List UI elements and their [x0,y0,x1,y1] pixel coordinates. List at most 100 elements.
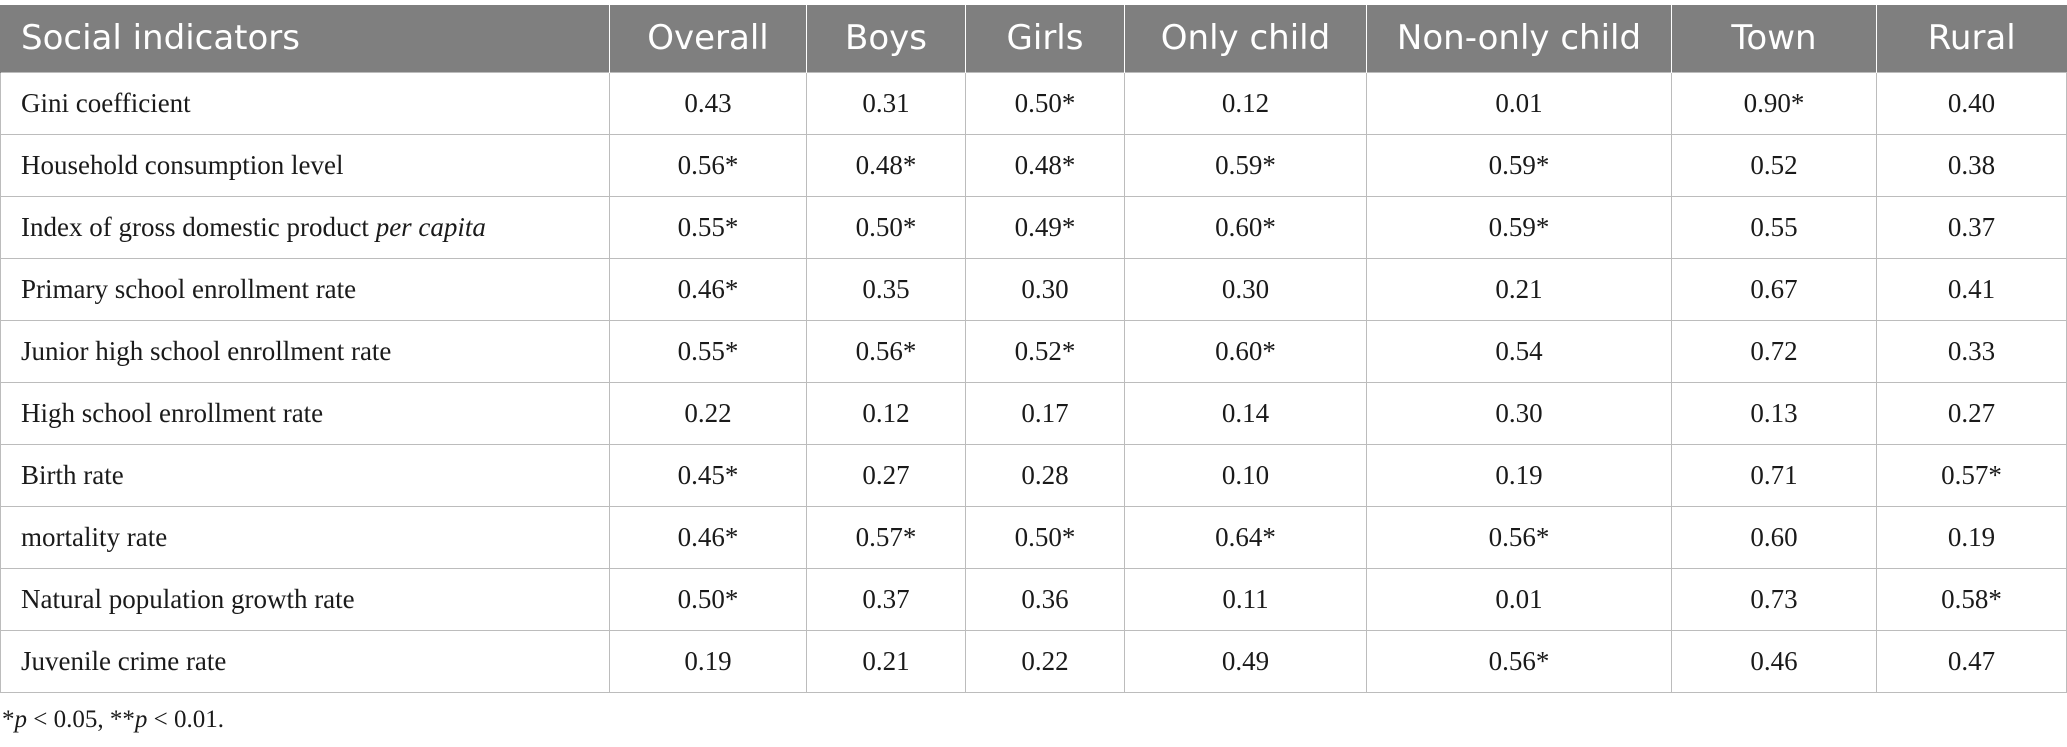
table-cell: 0.67 [1671,257,1877,321]
row-label-text: Gini coefficient [21,87,191,118]
row-label-text: Junior high school enrollment rate [21,335,392,366]
table-header: Social indicators Overall Boys Girls Onl… [0,5,2067,72]
header-overall: Overall [609,5,807,72]
footnote-p-2: p [134,706,148,733]
table-body: Gini coefficient 0.43 0.31 0.50* 0.12 0.01 0.9… [0,71,2067,693]
correlation-table-container: Social indicators Overall Boys Girls Onl… [0,5,2067,693]
table-cell: 0.49 [1124,629,1367,693]
table-row: Juvenile crime rate 0.19 0.21 0.22 0.49 0.56*… [0,629,2067,693]
row-label-text: Primary school enrollment rate [21,273,357,304]
row-label-text: Index of gross domestic product [21,211,376,242]
table-cell: 0.14 [1124,381,1367,445]
row-label-text: mortality rate [21,521,168,552]
header-social-indicators: Social indicators [0,5,610,72]
table-cell: 0.60 [1671,505,1877,569]
table-cell: 0.50* [806,195,966,259]
table-cell: 0.22 [965,629,1125,693]
table-footnote: *p < 0.05, **p < 0.01. [2,706,224,734]
footnote-star-2: ** [109,706,135,733]
row-label: Juvenile crime rate [0,629,610,693]
table-cell: 0.54 [1366,319,1672,383]
table-cell: 0.71 [1671,443,1877,507]
table-row: Index of gross domestic product per capi… [0,195,2067,259]
table-cell: 0.48* [965,133,1125,197]
table-cell: 0.50* [965,505,1125,569]
table-cell: 0.55* [609,195,807,259]
table-row: Gini coefficient 0.43 0.31 0.50* 0.12 0.01 0.9… [0,71,2067,135]
table-cell: 0.22 [609,381,807,445]
footnote-threshold-2: < 0.01. [147,706,224,733]
table-cell: 0.45* [609,443,807,507]
table-row: High school enrollment rate 0.22 0.12 0.17 0… [0,381,2067,445]
table-cell: 0.35 [806,257,966,321]
table-cell: 0.56* [1366,505,1672,569]
table-cell: 0.30 [1124,257,1367,321]
row-label: Birth rate [0,443,610,507]
footnote-threshold-1: < 0.05, [27,706,110,733]
row-label: Index of gross domestic product per capi… [0,195,610,259]
table-cell: 0.41 [1876,257,2067,321]
table-cell: 0.47 [1876,629,2067,693]
header-non-only-child: Non-only child [1366,5,1672,72]
header-only-child: Only child [1124,5,1367,72]
table-row: Junior high school enrollment rate 0.55* 0… [0,319,2067,383]
row-label-text: Juvenile crime rate [21,645,227,676]
table-cell: 0.56* [1366,629,1672,693]
table-cell: 0.37 [806,567,966,631]
row-label: Gini coefficient [0,71,610,135]
table-cell: 0.59* [1124,133,1367,197]
row-label: Natural population growth rate [0,567,610,631]
table-cell: 0.27 [1876,381,2067,445]
table-cell: 0.90* [1671,71,1877,135]
table-cell: 0.19 [1366,443,1672,507]
header-town: Town [1671,5,1877,72]
table-cell: 0.28 [965,443,1125,507]
table-cell: 0.48* [806,133,966,197]
table-cell: 0.01 [1366,567,1672,631]
table-cell: 0.50* [965,71,1125,135]
table-cell: 0.59* [1366,133,1672,197]
table-cell: 0.21 [806,629,966,693]
row-label: mortality rate [0,505,610,569]
table-cell: 0.50* [609,567,807,631]
table-cell: 0.17 [965,381,1125,445]
table-cell: 0.13 [1671,381,1877,445]
table-cell: 0.36 [965,567,1125,631]
table-cell: 0.52* [965,319,1125,383]
table-cell: 0.46 [1671,629,1877,693]
row-label: High school enrollment rate [0,381,610,445]
table-row: Primary school enrollment rate 0.46* 0.35 0… [0,257,2067,321]
row-label: Household consumption level [0,133,610,197]
table-cell: 0.12 [1124,71,1367,135]
row-label-text: Natural population growth rate [21,583,355,614]
table-cell: 0.19 [609,629,807,693]
table-row: Household consumption level 0.56* 0.48* 0.4… [0,133,2067,197]
table-cell: 0.38 [1876,133,2067,197]
row-label: Junior high school enrollment rate [0,319,610,383]
table-cell: 0.72 [1671,319,1877,383]
table-cell: 0.55* [609,319,807,383]
table-cell: 0.57* [1876,443,2067,507]
header-row: Social indicators Overall Boys Girls Onl… [0,5,2067,72]
table-cell: 0.21 [1366,257,1672,321]
table-row: mortality rate 0.46* 0.57* 0.50* 0.64* 0.56* 0… [0,505,2067,569]
table-cell: 0.27 [806,443,966,507]
table-cell: 0.12 [806,381,966,445]
table-cell: 0.55 [1671,195,1877,259]
table-cell: 0.58* [1876,567,2067,631]
row-label-text: High school enrollment rate [21,397,324,428]
table-cell: 0.30 [1366,381,1672,445]
table-cell: 0.46* [609,505,807,569]
header-rural: Rural [1876,5,2067,72]
header-boys: Boys [806,5,966,72]
table-cell: 0.64* [1124,505,1367,569]
table-cell: 0.11 [1124,567,1367,631]
table-row: Natural population growth rate 0.50* 0.37 0… [0,567,2067,631]
table-cell: 0.33 [1876,319,2067,383]
table-cell: 0.31 [806,71,966,135]
table-cell: 0.19 [1876,505,2067,569]
footnote-p-1: p [14,706,28,733]
row-label-italic: per capita [375,211,486,242]
row-label: Primary school enrollment rate [0,257,610,321]
table-cell: 0.37 [1876,195,2067,259]
